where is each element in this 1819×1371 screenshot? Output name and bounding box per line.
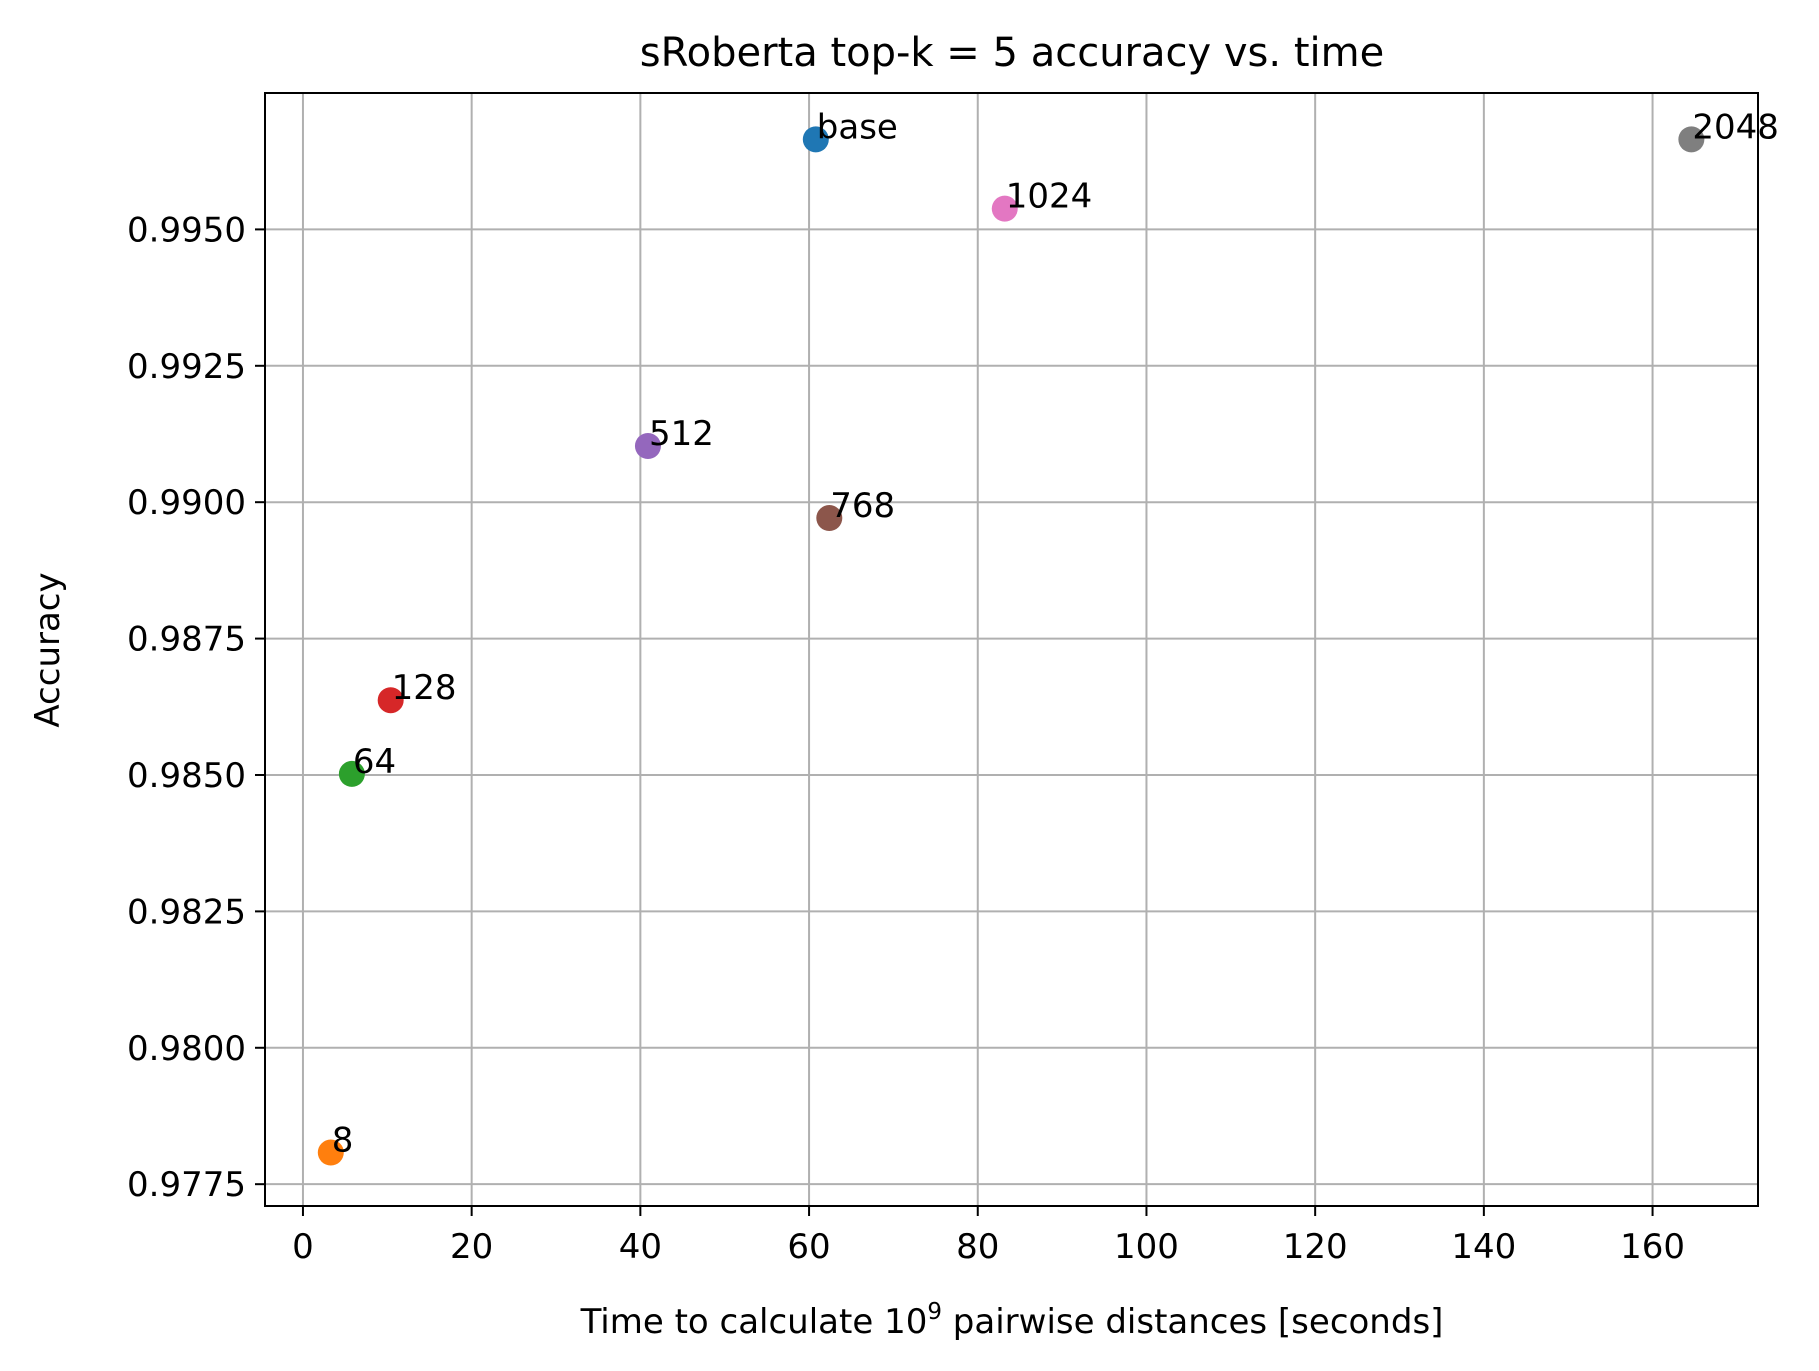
point-label-512: 512 bbox=[649, 414, 714, 454]
x-tick-label: 40 bbox=[619, 1227, 662, 1267]
data-point-64 bbox=[338, 760, 365, 787]
x-axis-label-prefix: Time to calculate 10 bbox=[580, 1302, 928, 1342]
point-label-1024: 1024 bbox=[1006, 177, 1093, 217]
point-label-8: 8 bbox=[332, 1121, 354, 1161]
data-points: base 8 64 128 512 768 1024 2048 bbox=[317, 107, 1779, 1166]
y-tick-label: 0.9875 bbox=[127, 620, 246, 660]
x-tick-label: 20 bbox=[450, 1227, 493, 1267]
axis-ticks: 0 20 40 60 80 100 120 140 160 0.9775 0.9800 0.9825 0… bbox=[127, 210, 1685, 1267]
data-point-768 bbox=[816, 505, 843, 532]
data-point-8 bbox=[317, 1139, 344, 1166]
y-tick-label: 0.9850 bbox=[127, 756, 246, 796]
y-tick-label: 0.9825 bbox=[127, 892, 246, 932]
y-axis-label: Accuracy bbox=[28, 572, 68, 727]
data-point-128 bbox=[377, 687, 404, 714]
x-tick-label: 80 bbox=[956, 1227, 999, 1267]
data-point-512 bbox=[634, 432, 661, 459]
y-tick-label: 0.9925 bbox=[127, 347, 246, 387]
x-tick-label: 100 bbox=[1114, 1227, 1179, 1267]
x-tick-label: 120 bbox=[1283, 1227, 1348, 1267]
data-point-2048 bbox=[1678, 126, 1705, 153]
y-tick-label: 0.9775 bbox=[127, 1165, 246, 1205]
grid bbox=[265, 93, 1758, 1206]
x-tick-label: 60 bbox=[787, 1227, 830, 1267]
point-label-2048: 2048 bbox=[1692, 107, 1779, 147]
x-axis-label-superscript: 9 bbox=[927, 1299, 942, 1325]
point-label-64: 64 bbox=[353, 742, 396, 782]
x-tick-label: 0 bbox=[292, 1227, 314, 1267]
x-tick-label: 160 bbox=[1620, 1227, 1685, 1267]
plot-frame bbox=[264, 92, 1759, 1207]
chart-title: sRoberta top-k = 5 accuracy vs. time bbox=[640, 30, 1384, 76]
x-tick-label: 140 bbox=[1451, 1227, 1516, 1267]
y-tick-label: 0.9800 bbox=[127, 1029, 246, 1069]
point-label-128: 128 bbox=[392, 668, 457, 708]
point-label-base: base bbox=[817, 107, 898, 147]
data-point-1024 bbox=[991, 195, 1018, 222]
y-tick-label: 0.9950 bbox=[127, 210, 246, 250]
y-tick-label: 0.9900 bbox=[127, 483, 246, 523]
x-axis-label: Time to calculate 109 pairwise distances… bbox=[580, 1299, 1444, 1342]
x-axis-label-suffix: pairwise distances [seconds] bbox=[942, 1302, 1443, 1342]
point-label-768: 768 bbox=[830, 486, 895, 526]
data-point-base bbox=[802, 126, 829, 153]
